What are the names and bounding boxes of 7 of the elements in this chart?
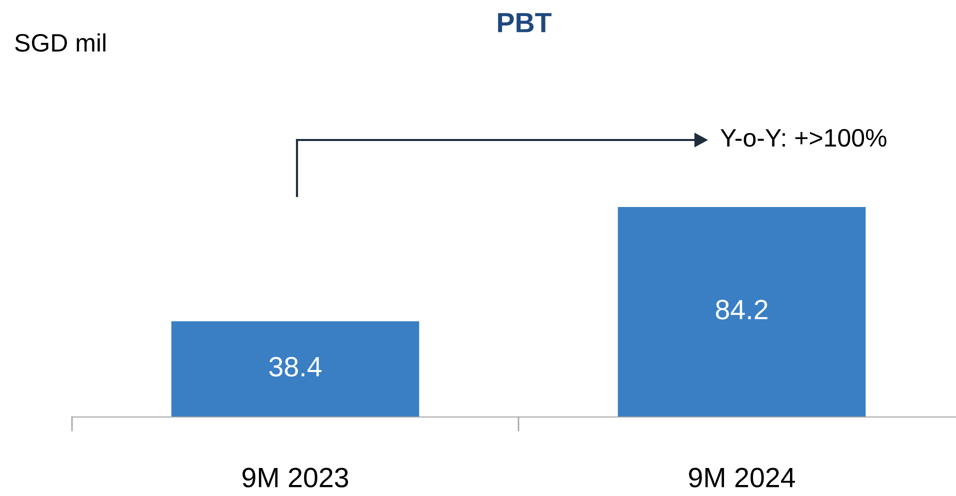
text: Y-o-Y: +>100% (720, 129, 886, 147)
x-tick-label: 9M 2024 (689, 468, 795, 488)
chart-title: PBT (498, 13, 552, 32)
x-tick-label: 9M 2023 (242, 468, 348, 488)
text: SGD mil (15, 33, 106, 52)
data-label: 38.4 (269, 356, 322, 377)
data-label: 84.2 (716, 300, 768, 320)
